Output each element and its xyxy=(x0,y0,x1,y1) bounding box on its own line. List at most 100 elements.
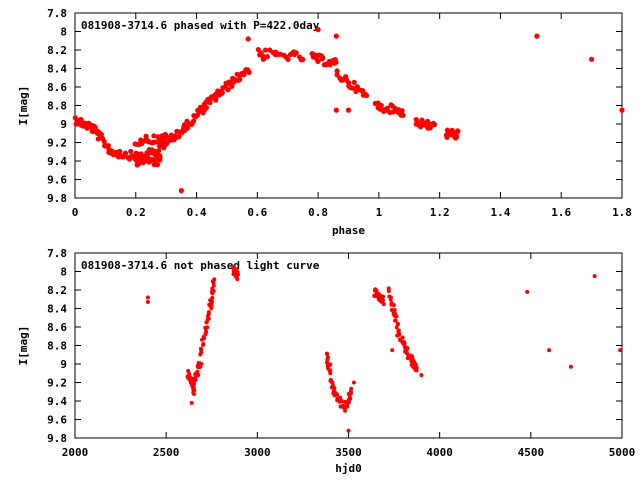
data-point xyxy=(334,68,340,74)
data-point xyxy=(154,162,161,168)
data-point xyxy=(400,112,406,118)
data-point xyxy=(444,134,450,140)
data-point xyxy=(162,131,169,138)
data-point xyxy=(235,273,240,278)
y-tick-label: 9.2 xyxy=(47,377,67,390)
data-point xyxy=(351,380,356,385)
data-point xyxy=(381,294,386,299)
x-tick-label: 5000 xyxy=(609,446,636,459)
y-tick-label: 9 xyxy=(60,118,67,131)
x-tick-label: 0.2 xyxy=(126,206,146,219)
data-point xyxy=(340,77,346,83)
data-point xyxy=(192,392,197,397)
data-point xyxy=(260,56,267,62)
x-tick-label: 0 xyxy=(72,206,79,219)
y-tick-label: 9.4 xyxy=(47,155,67,168)
data-point xyxy=(212,277,217,282)
data-point xyxy=(209,303,214,308)
data-point xyxy=(345,404,350,409)
x-tick-label: 3000 xyxy=(244,446,271,459)
data-point xyxy=(285,56,291,63)
data-point xyxy=(364,92,370,99)
x-tick-label: 4500 xyxy=(518,446,545,459)
data-point xyxy=(235,277,240,282)
data-point xyxy=(343,408,348,413)
data-point xyxy=(164,140,170,146)
y-tick-label: 8.4 xyxy=(47,303,67,316)
data-point xyxy=(619,107,625,113)
data-point xyxy=(534,33,540,39)
data-point xyxy=(315,58,321,64)
data-point xyxy=(360,88,366,94)
data-point xyxy=(346,428,351,433)
data-point xyxy=(320,54,326,61)
plot-title: 081908-3714.6 not phased light curve xyxy=(81,259,320,272)
x-tick-label: 1.4 xyxy=(491,206,511,219)
x-axis-label: hjd0 xyxy=(335,462,362,475)
data-point xyxy=(184,125,191,131)
data-point xyxy=(592,274,597,279)
x-tick-label: 0.8 xyxy=(308,206,328,219)
data-point xyxy=(157,157,163,163)
data-point xyxy=(202,336,207,341)
data-point xyxy=(272,52,279,58)
data-point xyxy=(199,348,204,353)
data-point xyxy=(156,148,162,154)
data-point xyxy=(72,115,78,121)
data-point xyxy=(151,133,157,139)
y-tick-label: 8.6 xyxy=(47,81,67,94)
x-tick-label: 4000 xyxy=(426,446,453,459)
data-point xyxy=(384,105,391,111)
y-tick-label: 9.6 xyxy=(47,414,67,427)
x-axis-label: phase xyxy=(332,224,365,237)
data-point xyxy=(568,364,573,369)
data-point xyxy=(399,108,405,114)
data-point xyxy=(333,59,339,65)
data-point xyxy=(350,85,356,91)
x-tick-label: 1.2 xyxy=(430,206,450,219)
y-tick-label: 8 xyxy=(60,26,67,39)
data-point xyxy=(207,99,213,106)
y-tick-label: 8.2 xyxy=(47,284,67,297)
y-tick-label: 7.8 xyxy=(47,7,67,20)
data-point xyxy=(339,399,344,404)
data-point xyxy=(345,107,352,113)
y-axis-label: I[mag] xyxy=(17,86,30,126)
y-tick-label: 9.6 xyxy=(47,174,67,187)
data-point xyxy=(153,157,159,163)
y-tick-label: 8.6 xyxy=(47,321,67,334)
data-point xyxy=(328,362,333,367)
data-point xyxy=(419,373,424,378)
data-point xyxy=(190,118,197,124)
y-tick-label: 8.8 xyxy=(47,100,67,113)
data-point xyxy=(246,69,252,75)
data-point xyxy=(117,148,123,154)
data-point xyxy=(192,388,197,393)
y-tick-label: 9.4 xyxy=(47,395,67,408)
data-point xyxy=(226,79,232,85)
data-point xyxy=(196,373,201,378)
data-point xyxy=(128,148,134,154)
data-point xyxy=(219,90,225,96)
data-point xyxy=(122,150,129,156)
data-point xyxy=(176,133,182,140)
data-point xyxy=(391,303,396,308)
x-tick-label: 2000 xyxy=(62,446,89,459)
data-point xyxy=(335,392,340,397)
data-point xyxy=(392,308,397,313)
y-tick-label: 9.2 xyxy=(47,137,67,150)
data-point xyxy=(414,365,419,370)
data-point xyxy=(145,295,150,300)
data-point xyxy=(395,322,400,327)
x-tick-label: 0.6 xyxy=(247,206,267,219)
data-point xyxy=(388,297,393,302)
data-point xyxy=(200,342,205,347)
data-point xyxy=(431,121,438,128)
data-point xyxy=(205,317,210,322)
plot-frame-0 xyxy=(74,12,623,199)
data-point xyxy=(325,352,330,357)
data-point xyxy=(145,300,150,305)
data-point xyxy=(405,346,410,351)
x-tick-label: 2500 xyxy=(153,446,180,459)
data-point xyxy=(396,330,401,335)
